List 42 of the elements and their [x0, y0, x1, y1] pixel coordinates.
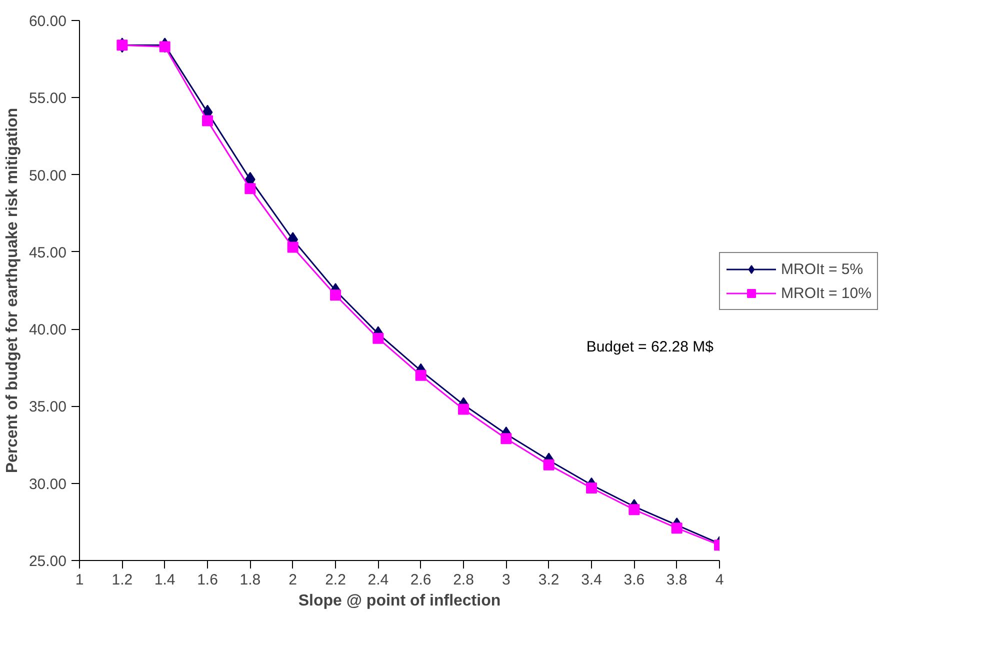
y-tick-label: 25.00	[28, 553, 67, 570]
x-tick-label: 2.6	[410, 572, 432, 588]
x-tick-label: 2.2	[325, 572, 346, 588]
annotation: Budget = 62.28 M$	[586, 338, 714, 356]
x-tick-label: 3.2	[538, 572, 560, 588]
point	[586, 482, 597, 494]
x-tick-label: 1.8	[240, 572, 261, 588]
point	[244, 183, 256, 194]
y-tick-label: 55.00	[28, 90, 67, 108]
y-tick-label: 50.00	[28, 167, 67, 184]
point	[202, 115, 213, 126]
point	[415, 370, 426, 381]
point	[458, 404, 469, 415]
y-axis-title: Percent of budget for earthquake risk mitigation	[4, 108, 21, 474]
x-axis-title: Slope @ point of inflection	[298, 592, 501, 610]
x-tick-label: 1.4	[154, 572, 176, 588]
x-tick-label: 1.6	[197, 572, 218, 588]
point	[159, 41, 170, 52]
point	[287, 242, 298, 253]
x-tick-label: 3.8	[666, 572, 688, 588]
y-tick-label: 60.00	[28, 13, 67, 30]
y-tick-label: 45.00	[28, 244, 67, 262]
x-tick-label: 2.4	[368, 572, 389, 588]
x-tick-label: 3.4	[581, 572, 602, 588]
y-tick-label: 40.00	[28, 322, 67, 339]
legend-label: MROIt = 10%	[781, 284, 872, 302]
point	[543, 459, 554, 470]
y-tick-label: 35.00	[28, 398, 67, 416]
x-tick-label: 2.8	[453, 572, 474, 588]
x-tick-label: 3	[502, 572, 510, 588]
legend-label: MROIt = 5%	[781, 260, 864, 278]
point	[330, 290, 341, 301]
point	[671, 522, 682, 534]
x-tick-label: 1.2	[112, 572, 133, 588]
x-tick-label: 1	[75, 572, 84, 588]
x-tick-label: 4	[715, 572, 724, 588]
y-tick-label: 30.00	[28, 476, 67, 493]
point	[628, 504, 640, 516]
x-tick-label: 3.6	[624, 572, 645, 588]
x-tick-label: 2	[288, 572, 298, 588]
point	[500, 433, 512, 444]
point	[372, 332, 384, 344]
